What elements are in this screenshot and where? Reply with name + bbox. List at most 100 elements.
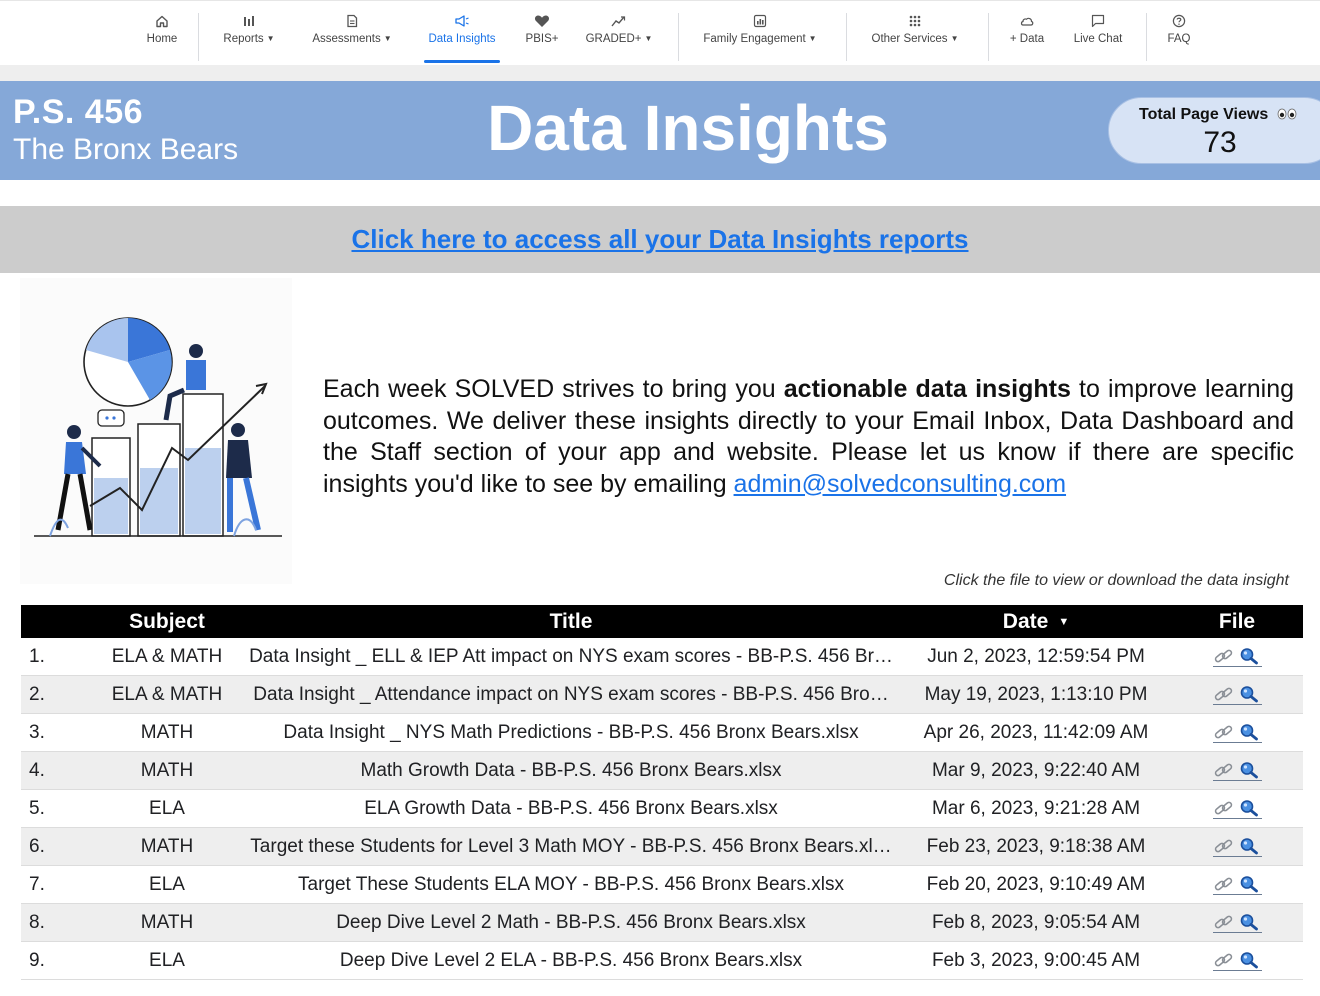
- row-date: Mar 6, 2023, 9:21:28 AM: [931, 797, 1141, 819]
- nav-family-engagement-label: Family Engagement: [703, 33, 806, 45]
- chevron-down-icon: ▼: [266, 34, 275, 43]
- magnifier-icon[interactable]: [1238, 685, 1262, 703]
- school-name: P.S. 456: [13, 93, 144, 131]
- nav-reports[interactable]: Reports ▼: [219, 11, 279, 63]
- row-subject: ELA & MATH: [111, 645, 223, 667]
- row-subject: MATH: [140, 835, 194, 857]
- row-file-links: [1171, 723, 1303, 743]
- page-banner: P.S. 456 The Bronx Bears Data Insights T…: [0, 81, 1320, 180]
- file-header[interactable]: File: [1218, 609, 1256, 633]
- chevron-down-icon: ▼: [808, 34, 817, 43]
- row-file-links: [1171, 913, 1303, 933]
- link-icon[interactable]: [1213, 647, 1235, 665]
- eyes-icon: [1277, 108, 1297, 120]
- nav-live-chat[interactable]: Live Chat: [1071, 11, 1125, 63]
- nav-other-services[interactable]: Other Services ▼: [866, 11, 964, 63]
- row-date: Jun 2, 2023, 12:59:54 PM: [927, 645, 1145, 667]
- row-file-links: [1171, 761, 1303, 781]
- row-index: 9.: [29, 949, 45, 971]
- nav-family-engagement[interactable]: Family Engagement ▼: [698, 11, 822, 63]
- row-index: 7.: [29, 873, 45, 895]
- nav-graded[interactable]: GRADED+ ▼: [584, 11, 654, 63]
- row-title[interactable]: Math Growth Data - BB-P.S. 456 Bronx Bea…: [360, 759, 782, 781]
- sort-desc-icon: ▼: [1058, 615, 1070, 628]
- table-row: 9. ELA Deep Dive Level 2 ELA - BB-P.S. 456…: [21, 942, 1303, 980]
- nav-pbis[interactable]: PBIS+: [524, 11, 560, 63]
- row-title[interactable]: Target these Students for Level 3 Math M…: [250, 835, 892, 857]
- table-row: 6. MATH Target these Students for Level 3 …: [21, 828, 1303, 866]
- link-icon[interactable]: [1213, 951, 1235, 969]
- nav-assessments[interactable]: Assessments ▼: [307, 11, 397, 63]
- row-date: Feb 23, 2023, 9:18:38 AM: [926, 835, 1146, 857]
- nav-divider: [1146, 13, 1147, 61]
- file-hint: Click the file to view or download the d…: [943, 572, 1289, 589]
- help-icon: [1172, 11, 1186, 31]
- link-icon[interactable]: [1213, 761, 1235, 779]
- table-row: 3. MATH Data Insight _ NYS Math Prediction…: [21, 714, 1303, 752]
- magnifier-icon[interactable]: [1238, 913, 1262, 931]
- title-header[interactable]: Title: [549, 609, 593, 633]
- table-row: 8. MATH Deep Dive Level 2 Math - BB-P.S. 4…: [21, 904, 1303, 942]
- bar-chart-icon: [242, 11, 256, 31]
- nav-add-data[interactable]: + Data: [1006, 11, 1048, 63]
- nav-faq[interactable]: FAQ: [1164, 11, 1194, 63]
- nav-divider: [846, 13, 847, 61]
- row-date: May 19, 2023, 1:13:10 PM: [924, 683, 1148, 705]
- chevron-down-icon: ▼: [950, 34, 959, 43]
- nav-assessments-label: Assessments: [312, 33, 381, 45]
- table-row: 7. ELA Target These Students ELA MOY - BB-…: [21, 866, 1303, 904]
- row-title[interactable]: ELA Growth Data - BB-P.S. 456 Bronx Bear…: [364, 797, 778, 819]
- nav-divider: [198, 13, 199, 61]
- row-subject: ELA & MATH: [111, 683, 223, 705]
- nav-live-chat-label: Live Chat: [1073, 33, 1123, 45]
- nav-graded-label: GRADED+: [585, 33, 642, 45]
- link-icon[interactable]: [1213, 837, 1235, 855]
- nav-add-data-label: + Data: [1009, 33, 1045, 45]
- subject-header[interactable]: Subject: [129, 609, 205, 633]
- link-icon[interactable]: [1213, 799, 1235, 817]
- link-icon[interactable]: [1213, 913, 1235, 931]
- row-subject: ELA: [149, 949, 185, 971]
- link-icon[interactable]: [1213, 723, 1235, 741]
- row-subject: ELA: [149, 797, 185, 819]
- divider-strip: [0, 65, 1320, 81]
- magnifier-icon[interactable]: [1238, 647, 1262, 665]
- nav-home[interactable]: Home: [144, 11, 180, 63]
- cloud-icon: [1019, 11, 1035, 31]
- data-insights-table: Subject Title Date ▼ File 1. ELA & MATH Dat…: [21, 605, 1303, 980]
- page-title: Data Insights: [487, 92, 889, 164]
- table-row: 1. ELA & MATH Data Insight _ ELL & IEP Att…: [21, 638, 1303, 676]
- row-index: 4.: [29, 759, 45, 781]
- nav-home-label: Home: [146, 33, 178, 45]
- magnifier-icon[interactable]: [1238, 837, 1262, 855]
- row-title[interactable]: Data Insight _ ELL & IEP Att impact on N…: [249, 645, 893, 667]
- nav-divider: [678, 13, 679, 61]
- magnifier-icon[interactable]: [1238, 761, 1262, 779]
- magnifier-icon[interactable]: [1238, 799, 1262, 817]
- date-header[interactable]: Date ▼: [1002, 609, 1070, 633]
- row-title[interactable]: Data Insight _ NYS Math Predictions - BB…: [283, 721, 859, 743]
- page-views-count: 73: [1203, 126, 1237, 159]
- magnifier-icon[interactable]: [1238, 951, 1262, 969]
- nav-data-insights-label: Data Insights: [428, 33, 496, 45]
- row-index: 3.: [29, 721, 45, 743]
- row-title[interactable]: Target These Students ELA MOY - BB-P.S. …: [298, 873, 844, 895]
- magnifier-icon[interactable]: [1238, 723, 1262, 741]
- link-icon[interactable]: [1213, 685, 1235, 703]
- all-reports-link[interactable]: Click here to access all your Data Insig…: [351, 224, 969, 254]
- row-date: Feb 3, 2023, 9:00:45 AM: [931, 949, 1141, 971]
- data-insights-illustration: [20, 278, 292, 584]
- row-subject: MATH: [140, 721, 194, 743]
- row-title[interactable]: Data Insight _ Attendance impact on NYS …: [253, 683, 889, 705]
- page-views-label: Total Page Views: [1139, 106, 1297, 124]
- link-icon[interactable]: [1213, 875, 1235, 893]
- nav-other-services-label: Other Services: [871, 33, 948, 45]
- row-file-links: [1171, 875, 1303, 895]
- row-title[interactable]: Deep Dive Level 2 ELA - BB-P.S. 456 Bron…: [339, 949, 803, 971]
- nav-data-insights[interactable]: Data Insights: [424, 11, 500, 63]
- email-link[interactable]: admin@solvedconsulting.com: [733, 469, 1067, 498]
- magnifier-icon[interactable]: [1238, 875, 1262, 893]
- table-body: 1. ELA & MATH Data Insight _ ELL & IEP Att…: [21, 638, 1303, 980]
- row-title[interactable]: Deep Dive Level 2 Math - BB-P.S. 456 Bro…: [336, 911, 806, 933]
- row-subject: MATH: [140, 911, 194, 933]
